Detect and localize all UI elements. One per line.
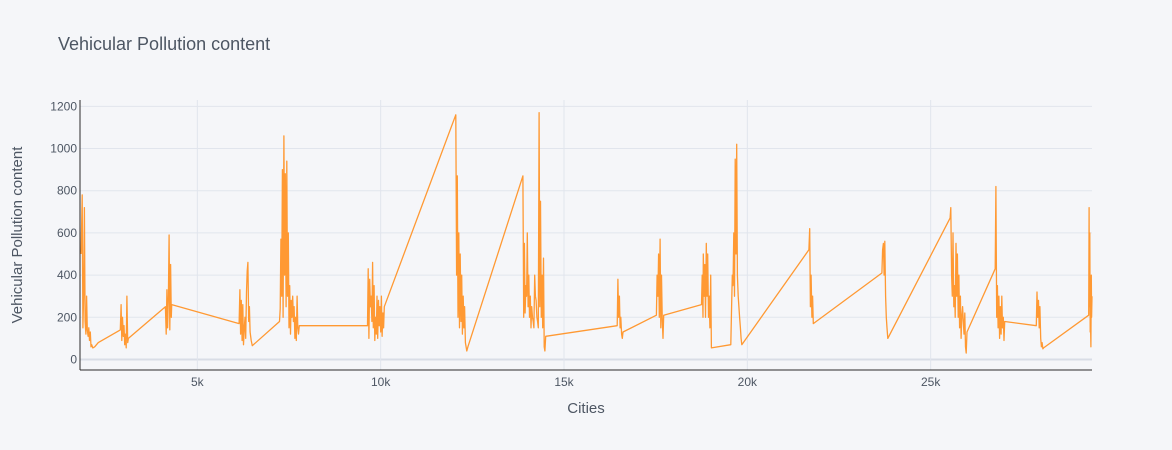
- axes: [79, 100, 1092, 371]
- x-axis-title: Cities: [567, 400, 605, 417]
- chart-title: Vehicular Pollution content: [58, 34, 270, 54]
- y-tick-label: 0: [70, 352, 77, 366]
- x-tick-label: 5k: [191, 375, 205, 389]
- x-tick-label: 10k: [371, 375, 391, 389]
- y-tick-label: 1000: [50, 142, 77, 156]
- series-layer: [80, 112, 1093, 354]
- y-tick-label: 600: [57, 226, 77, 240]
- y-tick-label: 400: [57, 268, 77, 282]
- y-tick-label: 1200: [50, 99, 77, 113]
- y-tick-labels: 0 200 400 600 800 1000 1200: [50, 99, 77, 366]
- x-tick-label: 15k: [554, 375, 574, 389]
- x-tick-labels: 5k 10k 15k 20k 25k: [191, 375, 941, 389]
- gridlines: [80, 100, 1092, 370]
- x-tick-label: 25k: [921, 375, 941, 389]
- y-tick-label: 200: [57, 310, 77, 324]
- y-axis-title: Vehicular Pollution content: [9, 146, 26, 324]
- series-line: [80, 112, 1093, 354]
- x-tick-label: 20k: [738, 375, 758, 389]
- y-tick-label: 800: [57, 184, 77, 198]
